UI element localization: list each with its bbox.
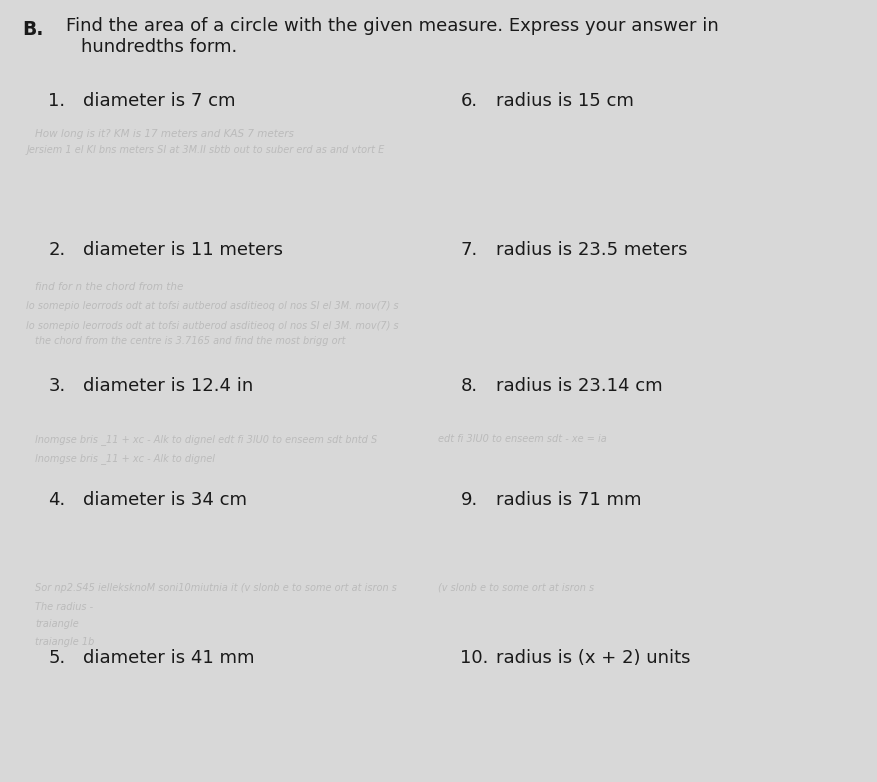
Text: traiangle: traiangle (35, 619, 79, 630)
Text: radius is 15 cm: radius is 15 cm (496, 92, 633, 110)
Text: Find the area of a circle with the given measure. Express your answer in: Find the area of a circle with the given… (66, 17, 718, 35)
Text: diameter is 34 cm: diameter is 34 cm (83, 491, 247, 509)
Text: 4.: 4. (48, 491, 66, 509)
Text: 5.: 5. (48, 649, 66, 667)
Text: lo somepio leorrods odt at tofsi autberod asditieoq ol nos SI el 3M. mov(7) s: lo somepio leorrods odt at tofsi autbero… (26, 321, 399, 331)
Text: 9.: 9. (460, 491, 478, 509)
Text: lnomgse bris _11 + xc - Alk to dignel: lnomgse bris _11 + xc - Alk to dignel (35, 454, 215, 465)
Text: the chord from the centre is 3.7165 and find the most brigg ort: the chord from the centre is 3.7165 and … (35, 336, 346, 346)
Text: diameter is 11 meters: diameter is 11 meters (83, 241, 283, 259)
Text: diameter is 41 mm: diameter is 41 mm (83, 649, 255, 667)
Text: radius is 23.5 meters: radius is 23.5 meters (496, 241, 687, 259)
Text: Sor np2.S45 ielleksknoM soni10miutnia it (v slonb e to some ort at isron s: Sor np2.S45 ielleksknoM soni10miutnia it… (35, 583, 397, 593)
Text: (v slonb e to some ort at isron s: (v slonb e to some ort at isron s (438, 583, 595, 593)
Text: lo somepio leorrods odt at tofsi autberod asditieoq ol nos SI el 3M. mov(7) s: lo somepio leorrods odt at tofsi autbero… (26, 301, 399, 311)
Text: How long is it? KM is 17 meters and KAS 7 meters: How long is it? KM is 17 meters and KAS … (35, 129, 294, 139)
Text: 3.: 3. (48, 377, 66, 395)
Text: The radius -: The radius - (35, 602, 93, 612)
Text: B.: B. (22, 20, 43, 38)
Text: hundredths form.: hundredths form. (81, 38, 237, 56)
Text: 6.: 6. (460, 92, 478, 110)
Text: 7.: 7. (460, 241, 478, 259)
Text: find for n the chord from the: find for n the chord from the (35, 282, 183, 292)
Text: radius is 71 mm: radius is 71 mm (496, 491, 641, 509)
Text: 2.: 2. (48, 241, 66, 259)
Text: Jersiem 1 el Kl bns meters SI at 3M.II sbtb out to suber erd as and vtort E: Jersiem 1 el Kl bns meters SI at 3M.II s… (26, 145, 384, 155)
Text: edt fi 3lU0 to enseem sdt - xe = ia: edt fi 3lU0 to enseem sdt - xe = ia (438, 434, 607, 444)
Text: radius is (x + 2) units: radius is (x + 2) units (496, 649, 690, 667)
Text: diameter is 7 cm: diameter is 7 cm (83, 92, 236, 110)
Text: diameter is 12.4 in: diameter is 12.4 in (83, 377, 253, 395)
Text: 8.: 8. (460, 377, 478, 395)
Text: lnomgse bris _11 + xc - Alk to dignel edt fi 3lU0 to enseem sdt bntd S: lnomgse bris _11 + xc - Alk to dignel ed… (35, 434, 377, 445)
Text: traiangle 1b: traiangle 1b (35, 637, 95, 647)
Text: radius is 23.14 cm: radius is 23.14 cm (496, 377, 662, 395)
Text: 10.: 10. (460, 649, 488, 667)
Text: 1.: 1. (48, 92, 66, 110)
